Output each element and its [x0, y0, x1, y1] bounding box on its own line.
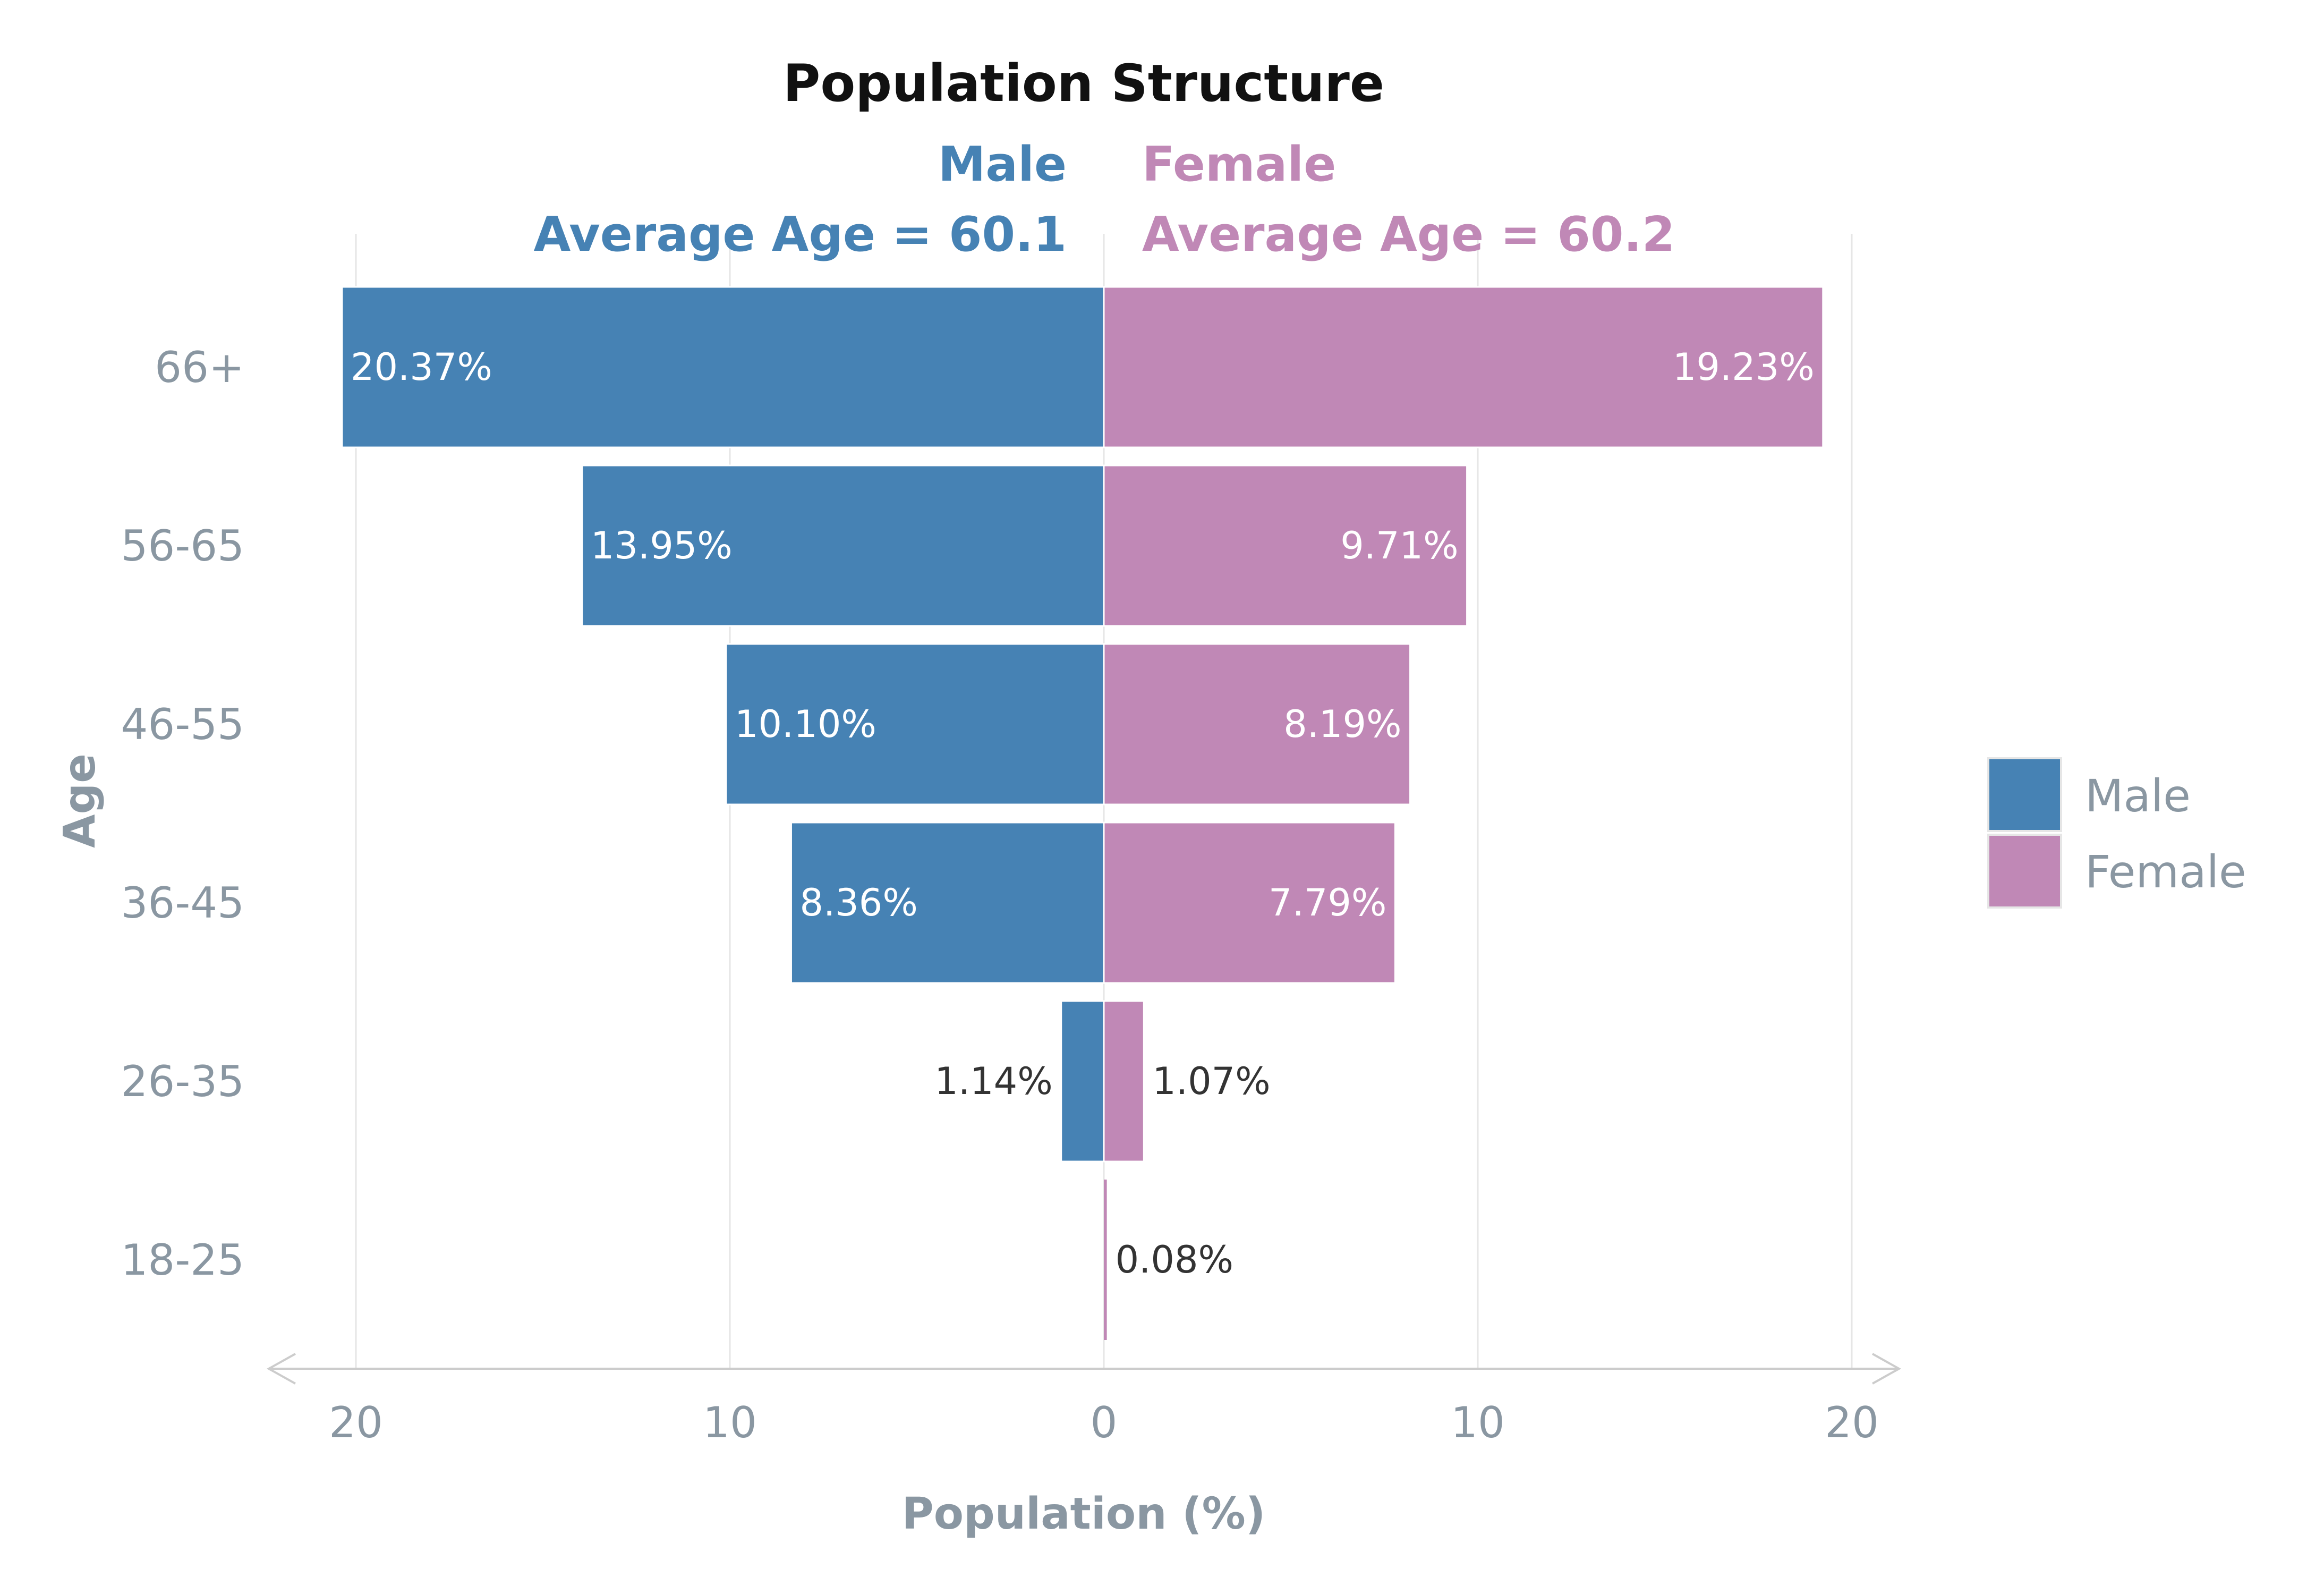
bar-female-18-25[interactable] — [1104, 1180, 1107, 1340]
bar-label-layer: 20.37% 19.23% 13.95% 9.71% 10.10% 8.19% 8.36% 7… — [351, 345, 1815, 1282]
y-tick-label: 36-45 — [121, 878, 244, 928]
bar-label-male-36-45: 8.36% — [799, 881, 917, 925]
y-tick-label: 66+ — [155, 343, 244, 392]
bar-female-26-35[interactable] — [1103, 1000, 1145, 1163]
y-tick-labels: 66+ 56-65 46-55 36-45 26-35 18-25 — [121, 343, 244, 1285]
legend-male-label: Male — [2085, 770, 2191, 822]
x-tick-labels: 20 10 0 10 20 — [329, 1398, 1879, 1447]
bar-label-female-56-65: 9.71% — [1340, 524, 1458, 567]
female-header: Female — [1142, 137, 1336, 192]
y-tick-label: 18-25 — [121, 1235, 244, 1285]
legend-male-swatch[interactable] — [1987, 757, 2062, 832]
x-axis-left-arrow — [266, 1353, 296, 1385]
x-tick-label: 20 — [1825, 1398, 1879, 1447]
y-tick-label: 56-65 — [121, 521, 244, 571]
bar-female-66+[interactable] — [1103, 286, 1824, 448]
y-axis-title: Age — [55, 753, 105, 848]
bar-label-female-26-35: 1.07% — [1152, 1059, 1270, 1103]
x-axis-title: Population (%) — [902, 1489, 1266, 1539]
bar-male-36-45[interactable] — [790, 821, 1105, 984]
x-axis-right-arrow — [1872, 1353, 1902, 1385]
bar-label-male-26-35: 1.14% — [934, 1059, 1052, 1103]
legend: Male Female — [1987, 757, 2246, 909]
legend-female-label: Female — [2085, 846, 2246, 898]
female-average-age: Average Age = 60.2 — [1142, 207, 1675, 262]
bar-label-female-36-45: 7.79% — [1269, 881, 1386, 925]
bar-female-46-55[interactable] — [1103, 643, 1411, 806]
bar-male-56-65[interactable] — [581, 464, 1105, 627]
bar-label-male-56-65: 13.95% — [591, 524, 733, 567]
y-tick-label: 46-55 — [121, 700, 244, 749]
bar-label-female-66+: 19.23% — [1673, 345, 1815, 389]
bar-layer — [341, 286, 1824, 1340]
x-tick-label: 10 — [1451, 1398, 1505, 1447]
bar-female-36-45[interactable] — [1103, 821, 1396, 984]
bar-label-male-66+: 20.37% — [351, 345, 492, 389]
x-tick-label: 10 — [703, 1398, 757, 1447]
bar-male-46-55[interactable] — [725, 643, 1105, 806]
bar-label-female-46-55: 8.19% — [1283, 702, 1401, 746]
bar-label-male-46-55: 10.10% — [735, 702, 876, 746]
bar-label-female-18-25: 0.08% — [1116, 1238, 1233, 1282]
bar-male-66+[interactable] — [341, 286, 1105, 448]
male-header: Male — [938, 137, 1067, 192]
chart-title: Population Structure — [783, 54, 1384, 113]
male-average-age: Average Age = 60.1 — [534, 207, 1067, 262]
y-tick-label: 26-35 — [121, 1057, 244, 1106]
x-tick-label: 0 — [1091, 1398, 1118, 1447]
bar-female-56-65[interactable] — [1103, 464, 1468, 627]
x-axis — [266, 1353, 1902, 1385]
x-tick-label: 20 — [329, 1398, 383, 1447]
bar-male-26-35[interactable] — [1060, 1000, 1105, 1163]
legend-female-swatch[interactable] — [1987, 834, 2062, 909]
